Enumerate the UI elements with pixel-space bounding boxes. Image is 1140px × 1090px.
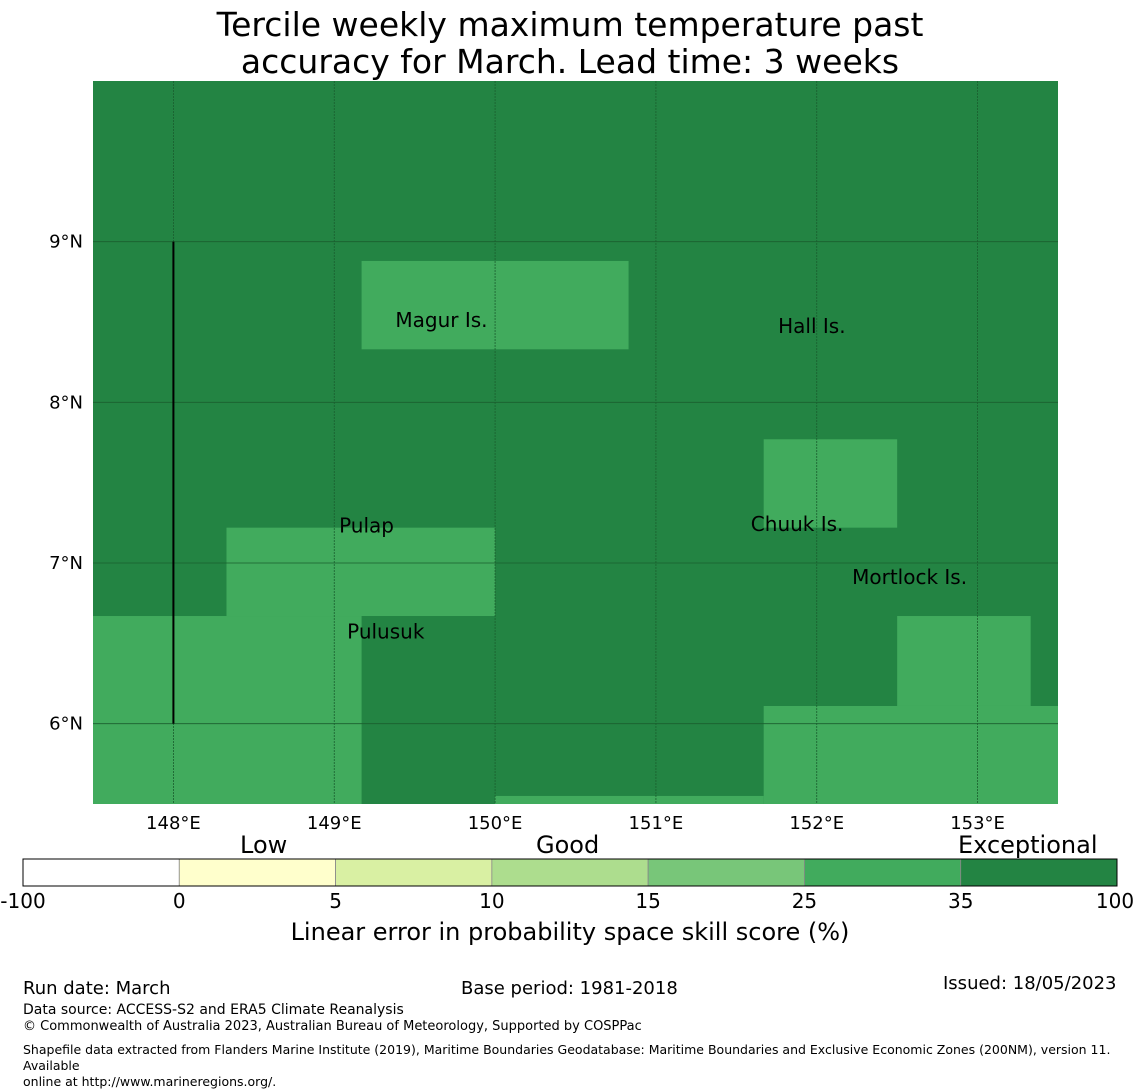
colorbar-swatch	[22, 858, 180, 887]
colorbar-tick-label: 35	[947, 889, 974, 913]
lat-tick-label: 8°N	[49, 392, 83, 413]
colorbar-tick-label: -100	[0, 889, 46, 913]
colorbar-tick-label: 100	[1095, 889, 1135, 913]
shapefile-line-1: Shapefile data extracted from Flanders M…	[23, 1042, 1111, 1073]
lon-tick-label: 149°E	[307, 813, 362, 834]
high-skill-cell-1	[226, 527, 496, 617]
colorbar-tick-label: 15	[635, 889, 661, 913]
high-skill-cell-2	[93, 616, 362, 804]
shapefile-line-2: online at http://www.marineregions.org/.	[23, 1074, 277, 1089]
colorbar-swatch	[491, 858, 649, 887]
data-source: Data source: ACCESS-S2 and ERA5 Climate …	[23, 1002, 404, 1018]
run-date: Run date: March	[23, 978, 171, 999]
shapefile-credit: Shapefile data extracted from Flanders M…	[23, 1042, 1138, 1090]
colorbar-title: Linear error in probability space skill …	[290, 918, 850, 946]
skill-map: 148°E 149°E 150°E 151°E 152°E 153°E 6°N 7°N 8°N 9…	[49, 81, 1058, 834]
colorbar-tick-label: 5	[329, 889, 342, 913]
high-skill-cell-4	[763, 705, 1058, 804]
lon-tick-label: 148°E	[146, 813, 201, 834]
lon-tick-label: 150°E	[468, 813, 523, 834]
lat-tick-label: 9°N	[49, 232, 83, 253]
lon-tick-label: 153°E	[950, 813, 1005, 834]
copyright: © Commonwealth of Australia 2023, Austra…	[23, 1019, 642, 1034]
title-line-2: accuracy for March. Lead time: 3 weeks	[240, 42, 900, 81]
colorbar-border	[22, 858, 1118, 887]
colorbar-tick-label: 25	[791, 889, 818, 913]
colorbar-swatch	[335, 858, 493, 887]
colorbar-swatch	[804, 858, 962, 887]
colorbar-swatch	[647, 858, 805, 887]
issued-date: Issued: 18/05/2023	[943, 973, 1117, 994]
category-low: Low	[240, 831, 288, 859]
lat-tick-label: 6°N	[49, 714, 83, 735]
place-label: Magur Is.	[395, 308, 487, 332]
colorbar-swatch	[178, 858, 336, 887]
lon-tick-label: 152°E	[789, 813, 844, 834]
place-label: Pulusuk	[347, 619, 425, 643]
high-skill-cell-5	[897, 616, 1031, 706]
title-line-1: Tercile weekly maximum temperature past	[216, 5, 924, 44]
colorbar-tick-label: 0	[172, 889, 186, 913]
lat-tick-label: 7°N	[49, 553, 83, 574]
place-label: Pulap	[339, 513, 394, 537]
category-exceptional: Exceptional	[958, 831, 1098, 859]
lon-tick-label: 151°E	[629, 813, 684, 834]
colorbar-swatch	[960, 858, 1118, 887]
place-label: Mortlock Is.	[852, 565, 967, 589]
colorbar-tick-label: 10	[479, 889, 505, 913]
base-period: Base period: 1981-2018	[461, 978, 678, 999]
place-label: Hall Is.	[778, 314, 845, 338]
category-good: Good	[536, 831, 600, 859]
place-label: Chuuk Is.	[751, 512, 844, 536]
high-skill-cell-3	[495, 795, 764, 804]
high-skill-cell-6	[763, 439, 898, 528]
map-title: Tercile weekly maximum temperature past …	[0, 6, 1140, 80]
